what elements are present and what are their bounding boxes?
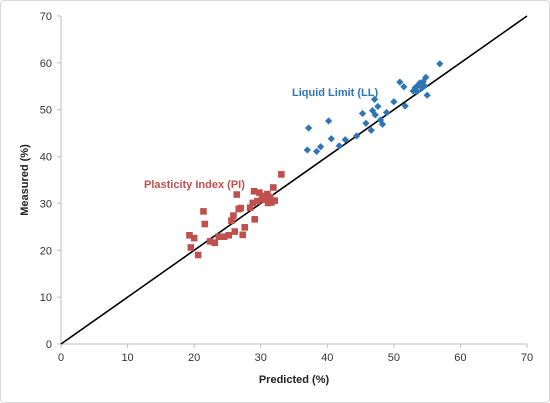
ll-point (390, 98, 398, 106)
pi-point (239, 231, 247, 239)
pi-point (233, 191, 241, 198)
pi-point (251, 216, 259, 223)
ll-point (325, 117, 333, 125)
pi-point (278, 171, 285, 178)
y-tick-label: 30 (40, 198, 52, 210)
ll-point (411, 84, 419, 92)
pi-point (241, 224, 249, 231)
pi-point (256, 189, 263, 196)
pi-point (270, 184, 277, 191)
ll-point (436, 60, 444, 68)
x-tick-label: 50 (388, 352, 400, 364)
ll-point (414, 81, 423, 89)
data-points (186, 60, 444, 259)
series-label-liquid-limit: Liquid Limit (LL) (292, 87, 378, 99)
ll-point (374, 102, 382, 111)
ll-point (422, 73, 430, 81)
pi-point (264, 199, 272, 207)
pi-point (230, 212, 237, 219)
pi-point (228, 217, 235, 225)
ll-point (341, 136, 349, 144)
y-tick-label: 40 (40, 152, 52, 164)
y-tick-label: 50 (40, 105, 52, 117)
ll-point (358, 109, 367, 118)
pi-point (260, 192, 267, 200)
ll-point (400, 83, 408, 91)
y-axis-ticks: 0 10 20 30 40 50 60 70 (40, 11, 61, 351)
ll-point (378, 120, 387, 128)
reference-line-1to1 (60, 15, 528, 345)
x-tick-label: 40 (321, 352, 333, 364)
pi-point (190, 234, 198, 242)
ll-point (362, 119, 370, 127)
y-tick-label: 10 (40, 292, 52, 304)
ll-point (419, 78, 427, 86)
ll-point (370, 95, 379, 104)
ll-point (313, 147, 321, 156)
ll-point (368, 107, 377, 115)
ll-point (335, 142, 343, 150)
pi-point (211, 239, 219, 247)
ll-point (327, 135, 335, 143)
pi-point (220, 233, 228, 240)
x-tick-label: 70 (521, 352, 533, 364)
y-tick-label: 60 (40, 58, 52, 70)
ll-point (352, 132, 361, 140)
x-axis-ticks: 0 10 20 30 40 50 60 70 (58, 344, 533, 364)
x-axis-title: Predicted (%) (259, 374, 330, 386)
pi-point (271, 197, 278, 204)
pi-point (187, 244, 195, 251)
y-axis-title: Measured (%) (19, 144, 31, 216)
ll-point (423, 91, 431, 99)
ll-point (382, 108, 391, 117)
ll-point (303, 146, 311, 154)
x-tick-label: 20 (188, 352, 200, 364)
pi-point (215, 233, 223, 240)
pi-point (250, 187, 258, 195)
y-tick-label: 20 (40, 245, 52, 257)
pi-point (246, 204, 254, 211)
axes (60, 16, 527, 345)
pi-point (249, 199, 257, 207)
series-label-plasticity-index: Plasticity Index (PI) (144, 179, 245, 191)
ll-point (413, 87, 421, 96)
ll-point (367, 126, 375, 134)
pi-point (231, 228, 239, 235)
pi-point (200, 208, 207, 215)
pi-point (194, 251, 202, 259)
ll-point (376, 116, 385, 124)
pi-point (261, 196, 269, 203)
pi-point (225, 231, 233, 239)
pi-point (201, 220, 209, 228)
x-tick-label: 30 (255, 352, 267, 364)
pi-point (254, 197, 261, 205)
pi-point (266, 194, 274, 201)
pi-point (186, 231, 193, 239)
ll-point (420, 82, 429, 90)
ll-point (396, 78, 404, 86)
ll-point (305, 124, 313, 132)
y-tick-label: 70 (40, 11, 52, 23)
x-tick-label: 0 (58, 352, 64, 364)
pi-point (237, 204, 245, 212)
pi-point (268, 199, 275, 206)
pi-point (206, 238, 214, 245)
ll-point (317, 143, 325, 151)
x-tick-label: 10 (121, 352, 133, 364)
ll-point (401, 102, 409, 110)
x-tick-label: 60 (454, 352, 466, 364)
y-tick-label: 0 (46, 339, 52, 351)
